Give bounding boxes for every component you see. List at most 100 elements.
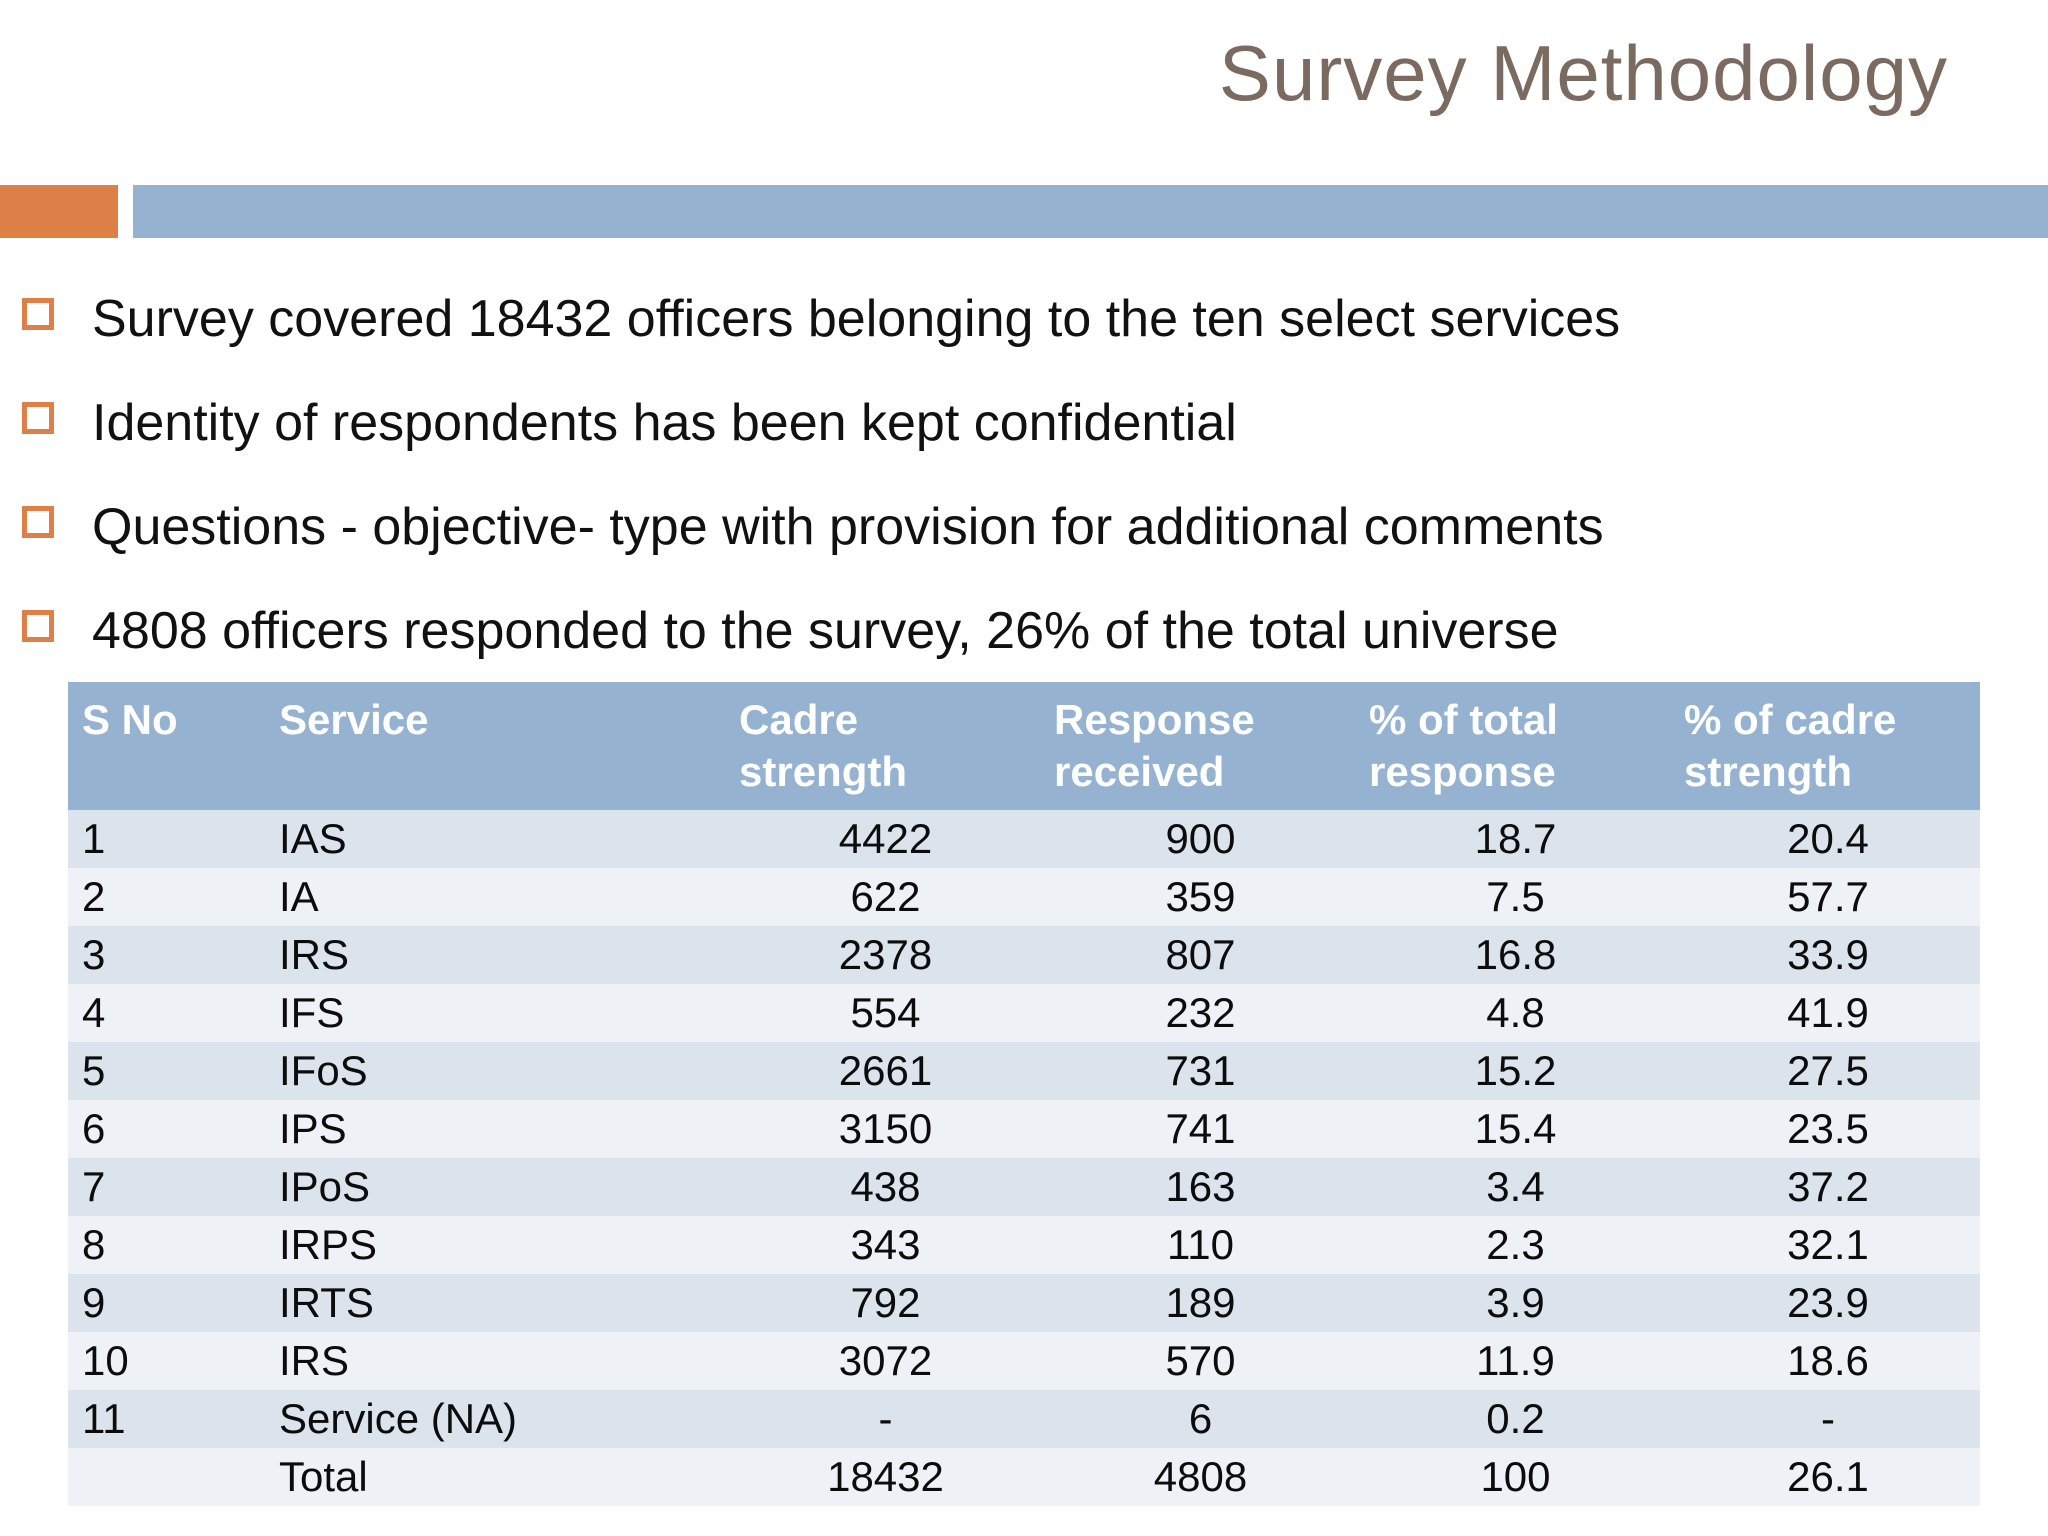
- table-cell: 7.5: [1486, 873, 1545, 920]
- table-cell: 4.8: [1486, 989, 1545, 1036]
- table-cell: 57.7: [1787, 873, 1869, 920]
- table-cell: 15.4: [1474, 1105, 1557, 1152]
- table-cell: IAS: [279, 815, 347, 862]
- table-cell: IRS: [279, 1337, 350, 1384]
- table-cell: 5: [82, 1047, 106, 1094]
- table-cell: 33.9: [1787, 931, 1869, 978]
- table-cell: -: [878, 1395, 893, 1442]
- table-cell: 32.1: [1787, 1221, 1869, 1268]
- accent-bar-row: [0, 185, 2048, 238]
- bullet-text: Survey covered 18432 officers belonging …: [92, 290, 1621, 348]
- table-cell: 163: [1165, 1163, 1236, 1210]
- table-cell: 10: [82, 1337, 129, 1384]
- table-cell: 18.7: [1474, 815, 1557, 862]
- header-cell-pct-total: % of total response: [1355, 682, 1670, 810]
- bullet-item: Questions - objective- type with provisi…: [22, 475, 2008, 579]
- table-row: 4 IFS 554 232 4.8 41.9: [68, 984, 1980, 1042]
- table-cell: Total: [279, 1453, 368, 1500]
- table-cell: IPS: [279, 1105, 347, 1152]
- table-cell: 41.9: [1787, 989, 1869, 1036]
- table-cell: 3072: [838, 1337, 933, 1384]
- table-cell: 2661: [838, 1047, 933, 1094]
- header-cell-cadre-strength: Cadre strength: [725, 682, 1040, 810]
- table-cell: 26.1: [1787, 1453, 1869, 1500]
- bullet-item: Identity of respondents has been kept co…: [22, 371, 2008, 475]
- table-cell: 2.3: [1486, 1221, 1545, 1268]
- table-cell: 570: [1165, 1337, 1236, 1384]
- bullet-list: Survey covered 18432 officers belonging …: [22, 267, 2008, 683]
- table-cell: IRPS: [279, 1221, 378, 1268]
- table-row: 6 IPS 3150 741 15.4 23.5: [68, 1100, 1980, 1158]
- bullet-square-icon: [22, 506, 54, 538]
- table-cell: 6: [1188, 1395, 1213, 1442]
- table-cell: 6: [82, 1105, 106, 1152]
- table-cell: IPoS: [279, 1163, 371, 1210]
- bullet-item: 4808 officers responded to the survey, 2…: [22, 579, 2008, 683]
- table-row: 8 IRPS 343 110 2.3 32.1: [68, 1216, 1980, 1274]
- table-cell: 438: [850, 1163, 921, 1210]
- table-cell: 0.2: [1486, 1395, 1545, 1442]
- table-cell: 189: [1165, 1279, 1236, 1326]
- table-row: Total 18432 4808 100 26.1: [68, 1448, 1980, 1506]
- table-cell: 3.9: [1486, 1279, 1545, 1326]
- table-cell: 100: [1480, 1453, 1551, 1500]
- table-cell: IRTS: [279, 1279, 374, 1326]
- table-cell: 4422: [838, 815, 933, 862]
- table-cell: 2: [82, 873, 106, 920]
- table-cell: 110: [1167, 1221, 1234, 1268]
- table-cell: 8: [82, 1221, 106, 1268]
- table-cell: 3150: [838, 1105, 933, 1152]
- table-cell: 16.8: [1474, 931, 1557, 978]
- table-cell: 7: [82, 1163, 106, 1210]
- table-cell: 3: [82, 931, 106, 978]
- table-cell: 1: [82, 815, 106, 862]
- bullet-square-icon: [22, 610, 54, 642]
- table-row: 3 IRS 2378 807 16.8 33.9: [68, 926, 1980, 984]
- bullet-square-icon: [22, 298, 54, 330]
- table-row: 5 IFoS 2661 731 15.2 27.5: [68, 1042, 1980, 1100]
- table-cell: 232: [1165, 989, 1236, 1036]
- table-row: 9 IRTS 792 189 3.9 23.9: [68, 1274, 1980, 1332]
- bullet-square-icon: [22, 402, 54, 434]
- table-cell: 359: [1165, 873, 1236, 920]
- table-row: 1 IAS 4422 900 18.7 20.4: [68, 810, 1980, 868]
- bullet-text: Questions - objective- type with provisi…: [92, 498, 1604, 556]
- bullet-text: Identity of respondents has been kept co…: [92, 394, 1237, 452]
- table-cell: Service (NA): [279, 1395, 518, 1442]
- table-row: 11 Service (NA) - 6 0.2 -: [68, 1390, 1980, 1448]
- table-cell: 27.5: [1787, 1047, 1869, 1094]
- table-cell: 23.5: [1787, 1105, 1869, 1152]
- table-cell: 2378: [838, 931, 933, 978]
- accent-bar-gap: [118, 185, 133, 238]
- table-row: 2 IA 622 359 7.5 57.7: [68, 868, 1980, 926]
- blue-accent-bar: [133, 185, 2048, 238]
- table-cell: 731: [1165, 1047, 1236, 1094]
- bullet-text: 4808 officers responded to the survey, 2…: [92, 602, 1559, 660]
- table-cell: 15.2: [1474, 1047, 1557, 1094]
- table-cell: 20.4: [1787, 815, 1869, 862]
- table-cell: IRS: [279, 931, 350, 978]
- table-cell: 9: [82, 1279, 106, 1326]
- table-body: 1 IAS 4422 900 18.7 20.4 2 IA 622 359 7.5 57.7 3 IRS 2…: [68, 810, 1980, 1506]
- table-cell: 11: [82, 1395, 126, 1442]
- table-row: 7 IPoS 438 163 3.4 37.2: [68, 1158, 1980, 1216]
- header-cell-service: Service: [265, 682, 725, 810]
- survey-response-table: S No Service Cadre strength Response rec…: [68, 682, 1980, 1506]
- table-cell: 4: [82, 989, 106, 1036]
- table-cell: 4808: [1153, 1453, 1248, 1500]
- table-cell: 3.4: [1486, 1163, 1545, 1210]
- table-cell: 622: [850, 873, 921, 920]
- page-title: Survey Methodology: [1218, 29, 1948, 117]
- table-cell: 11.9: [1476, 1337, 1555, 1384]
- table-cell: 18.6: [1787, 1337, 1869, 1384]
- bullet-item: Survey covered 18432 officers belonging …: [22, 267, 2008, 371]
- table-cell: IFS: [279, 989, 345, 1036]
- table-cell: 807: [1165, 931, 1236, 978]
- table-cell: 37.2: [1787, 1163, 1869, 1210]
- table-cell: -: [1821, 1395, 1835, 1442]
- table-header-row: S No Service Cadre strength Response rec…: [68, 682, 1980, 810]
- table-cell: [68, 1448, 265, 1506]
- table-cell: 900: [1165, 815, 1236, 862]
- table-cell: 343: [850, 1221, 921, 1268]
